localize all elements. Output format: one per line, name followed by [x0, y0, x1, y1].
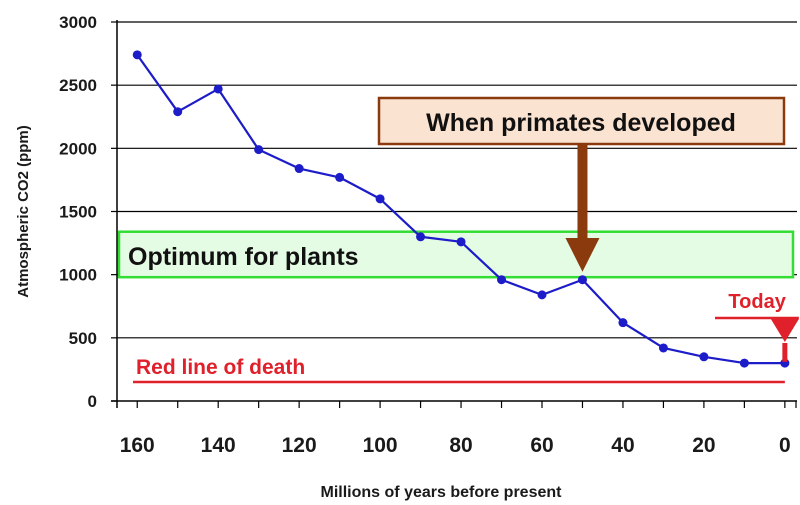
x-tick-60: 60: [530, 434, 553, 457]
data-point-150: [173, 107, 183, 117]
today-label: Today: [728, 291, 786, 313]
data-point-140: [213, 84, 223, 94]
y-tick-0: 0: [88, 392, 97, 411]
data-point-20: [699, 352, 709, 362]
data-point-70: [497, 275, 507, 285]
x-tick-100: 100: [363, 434, 398, 457]
primates-label: When primates developed: [426, 109, 736, 137]
primates-box: [377, 96, 786, 146]
x-tick-120: 120: [282, 434, 317, 457]
x-tick-80: 80: [449, 434, 472, 457]
data-point-110: [335, 172, 345, 182]
data-point-120: [294, 164, 304, 174]
co2-series: [132, 50, 790, 368]
data-point-30: [658, 343, 668, 353]
y-tick-labels: 0 500 1000 1500 2000 2500 3000: [59, 13, 97, 411]
grid: [117, 21, 797, 339]
y-tick-2500: 2500: [59, 76, 97, 95]
data-point-100: [375, 194, 385, 204]
y-axis-label: Atmospheric CO2 (ppm): [15, 125, 32, 298]
primates-annotation: When primates developed: [377, 96, 786, 272]
data-point-80: [456, 237, 466, 247]
today-arrow-head: [770, 319, 799, 342]
x-tick-0: 0: [779, 434, 791, 457]
y-tick-3000: 3000: [59, 13, 97, 32]
red-line-of-death-label: Red line of death: [136, 356, 305, 379]
x-tick-160: 160: [120, 434, 155, 457]
data-point-50: [577, 275, 587, 285]
data-point-160: [132, 50, 142, 60]
y-tick-1000: 1000: [59, 266, 97, 285]
x-tick-140: 140: [201, 434, 236, 457]
today-annotation: Today: [715, 291, 799, 362]
x-tick-40: 40: [611, 434, 634, 457]
y-tick-1500: 1500: [59, 203, 97, 222]
data-point-40: [618, 318, 628, 328]
data-point-130: [254, 145, 264, 155]
optimum-label: Optimum for plants: [128, 243, 359, 271]
data-point-10: [739, 358, 749, 368]
data-point-90: [416, 232, 426, 242]
optimum-band: [117, 230, 795, 279]
y-tick-500: 500: [69, 329, 97, 348]
y-tick-2000: 2000: [59, 139, 97, 158]
data-point-60: [537, 290, 547, 300]
x-tick-labels: 160 140 120 100 80 60 40 20 0: [120, 434, 791, 457]
x-axis-label: Millions of years before present: [321, 484, 563, 501]
axes: [111, 20, 797, 408]
x-tick-20: 20: [692, 434, 715, 457]
primates-arrow-head: [565, 238, 600, 272]
